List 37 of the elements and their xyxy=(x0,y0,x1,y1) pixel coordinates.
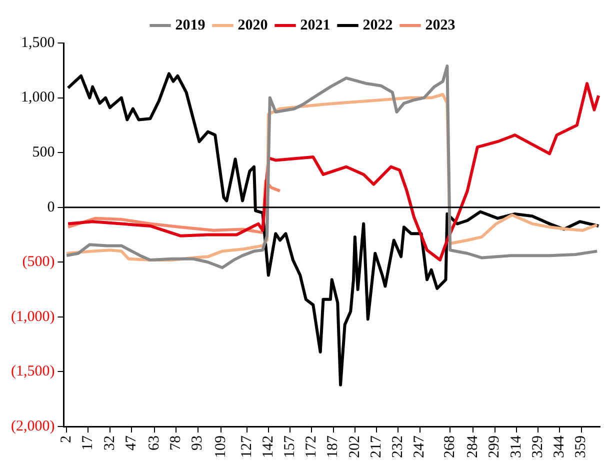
x-tick-label: 172 xyxy=(304,436,320,458)
x-tick-label: 2 xyxy=(58,436,75,443)
x-tick-label: 127 xyxy=(238,435,255,458)
x-tick-label: 247 xyxy=(412,435,428,458)
y-tick-label: 0 xyxy=(47,199,55,216)
x-tick-label: 217 xyxy=(368,435,384,458)
y-tick-label: 500 xyxy=(32,144,55,161)
x-tick-label: 187 xyxy=(325,435,342,458)
x-tick-label: 157 xyxy=(282,435,298,458)
legend-label: 2022 xyxy=(362,17,393,34)
x-tick-label: 32 xyxy=(102,436,118,450)
x-tick-label: 63 xyxy=(146,436,162,450)
y-tick-label: (1,500) xyxy=(10,364,55,380)
x-tick-label: 78 xyxy=(168,436,184,450)
legend-label: 2020 xyxy=(238,17,268,34)
x-tick-label: 47 xyxy=(123,435,140,450)
x-tick-label: 314 xyxy=(508,435,524,458)
x-tick-label: 109 xyxy=(212,436,229,458)
x-tick-label: 232 xyxy=(390,436,406,458)
y-tick-label: (1,000) xyxy=(10,308,55,325)
y-tick-label: (500) xyxy=(22,254,55,270)
y-tick-label: 1,000 xyxy=(20,90,55,106)
legend-label: 2021 xyxy=(300,17,330,34)
x-tick-label: 142 xyxy=(260,436,276,458)
y-tick-label: 1,500 xyxy=(20,34,55,51)
legend-label: 2023 xyxy=(425,17,456,34)
x-tick-label: 202 xyxy=(346,436,363,458)
x-tick-label: 93 xyxy=(190,436,206,450)
x-tick-label: 359 xyxy=(573,436,590,458)
legend-label: 2019 xyxy=(175,17,206,34)
x-tick-label: 284 xyxy=(465,435,482,458)
x-tick-label: 17 xyxy=(80,435,96,450)
y-tick-label: (2,000) xyxy=(10,418,55,434)
x-tick-label: 329 xyxy=(530,436,546,458)
x-tick-label: 299 xyxy=(486,436,503,458)
x-tick-label: 268 xyxy=(442,436,458,458)
x-tick-label: 344 xyxy=(552,435,568,458)
